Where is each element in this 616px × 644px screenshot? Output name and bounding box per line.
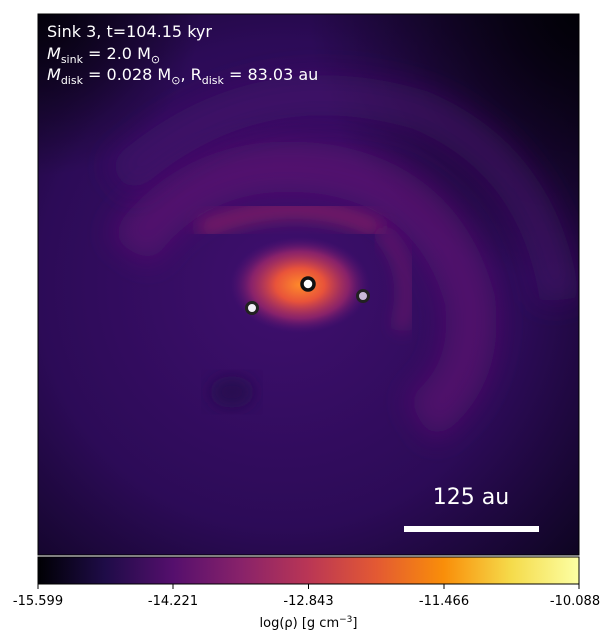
scale-bar-line bbox=[404, 526, 539, 532]
colorbar-tick-label-3: -11.466 bbox=[419, 594, 469, 609]
colorbar-tick-label-0: -15.599 bbox=[13, 594, 63, 609]
colorbar: -15.599 -14.221 -12.843 -11.466 -10.088 … bbox=[13, 556, 600, 631]
annotation-line3: Mdisk = 0.028 M⊙, Rdisk = 83.03 au bbox=[47, 65, 318, 87]
annotation-line2: Msink = 2.0 M⊙ bbox=[47, 44, 160, 66]
colorbar-axis-label: log(ρ) [g cm−3] bbox=[260, 615, 358, 631]
sink-central bbox=[300, 276, 316, 292]
sink-right bbox=[356, 289, 370, 303]
scale-bar: 125 au bbox=[404, 485, 539, 532]
colorbar-tick-label-2: -12.843 bbox=[283, 594, 333, 609]
sink-markers bbox=[245, 276, 370, 315]
colorbar-gradient bbox=[37, 556, 580, 585]
annotation-line1: Sink 3, t=104.15 kyr bbox=[47, 22, 212, 41]
panel-frame bbox=[37, 13, 580, 556]
scale-bar-label: 125 au bbox=[433, 485, 509, 510]
colorbar-tick-label-4: -10.088 bbox=[550, 594, 600, 609]
sink-left bbox=[245, 301, 259, 315]
colorbar-tick-label-1: -14.221 bbox=[148, 594, 198, 609]
